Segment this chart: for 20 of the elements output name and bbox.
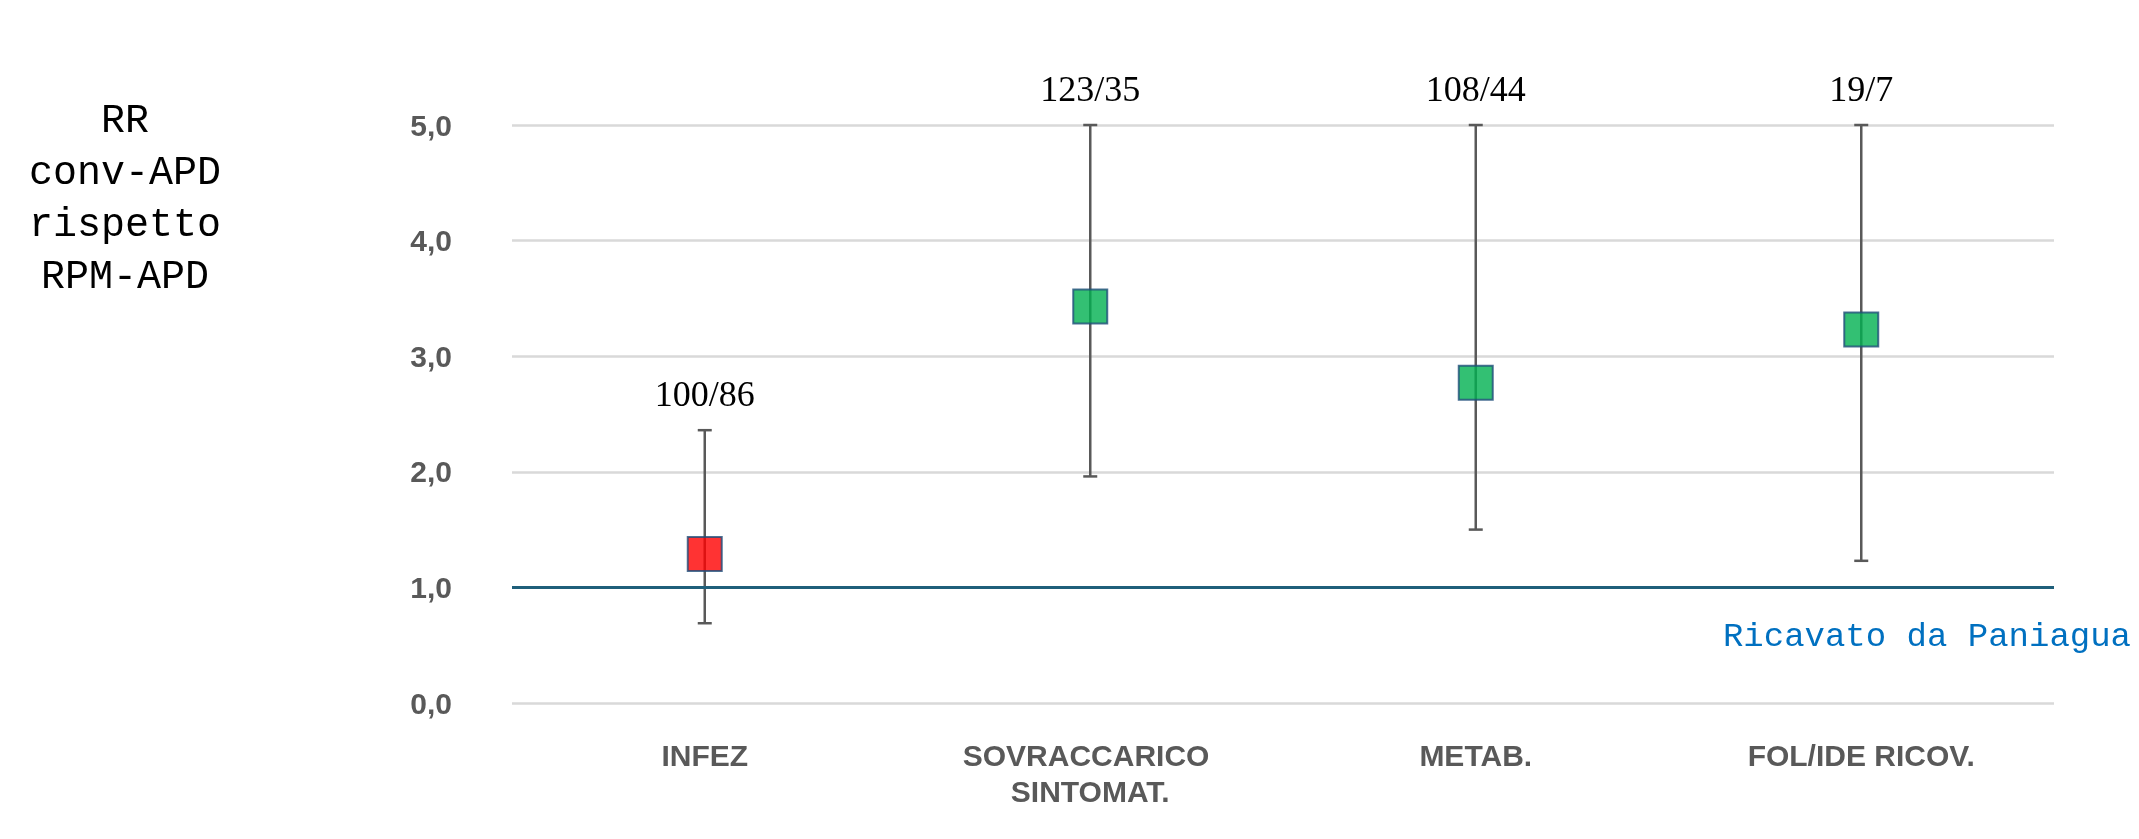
point <box>1457 364 1494 401</box>
point <box>686 535 723 572</box>
x-tick-label: SOVRACCARICO SINTOMAT. <box>962 738 1218 808</box>
text: 19/7 <box>1829 69 1894 109</box>
y-tick-label: 0,0 <box>410 686 452 720</box>
y-axis-title: RR conv-APD rispetto RPM-APD <box>28 98 222 300</box>
y-tick-label: 2,0 <box>410 455 452 489</box>
y-tick-label: 3,0 <box>410 339 452 373</box>
text: 108/44 <box>1425 69 1526 109</box>
annotation: 100/86 <box>654 374 755 415</box>
y-tick-label: 1,0 <box>410 570 452 604</box>
point <box>1072 288 1109 325</box>
text: 123/35 <box>1040 69 1141 109</box>
annotation: Ricavato da Paniagua <box>1722 618 2132 656</box>
y-tick-label: 4,0 <box>410 224 452 258</box>
x-tick-label: METAB. <box>1419 738 1533 772</box>
x-tick-label: INFEZ <box>661 738 749 772</box>
x-tick-label: FOL/IDE RICOV. <box>1747 738 1975 772</box>
point <box>1843 311 1880 348</box>
y-tick-label: 5,0 <box>410 108 452 142</box>
